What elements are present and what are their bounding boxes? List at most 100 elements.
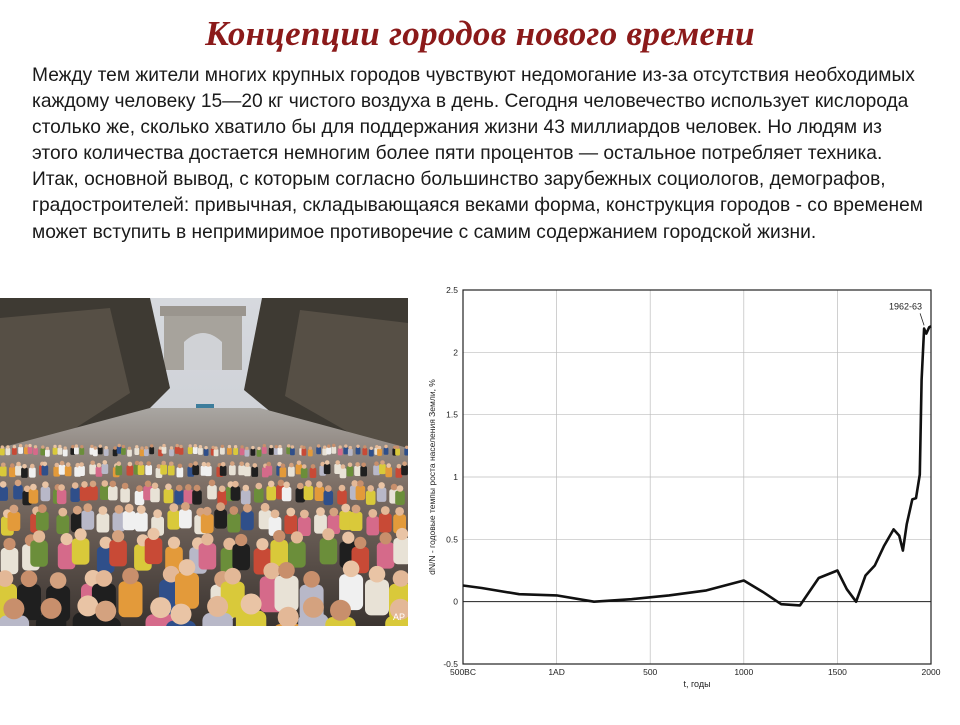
runner-head — [179, 444, 183, 449]
runner-body — [238, 465, 245, 476]
runner-head — [169, 446, 174, 450]
runner-head — [296, 460, 302, 466]
runner-head — [204, 446, 208, 450]
runner-head — [9, 504, 19, 514]
runner-head — [273, 530, 286, 543]
runner-head — [380, 506, 390, 515]
runner-body — [284, 514, 298, 534]
runner-body — [134, 512, 148, 532]
runner-body — [325, 617, 356, 626]
runner-body — [254, 488, 264, 503]
runner-head — [392, 570, 408, 587]
runner-head — [277, 606, 299, 626]
runner-head — [202, 506, 212, 516]
runner-body — [28, 489, 39, 504]
runner-head — [289, 462, 294, 468]
runner-body — [192, 446, 198, 454]
runner-body — [12, 447, 17, 455]
runner-head — [255, 482, 263, 490]
runner-body — [192, 490, 202, 505]
runner-head — [223, 537, 236, 550]
runner-head — [127, 446, 132, 450]
runner-body — [118, 581, 143, 618]
runner-head — [389, 598, 408, 620]
runner-body — [261, 446, 267, 454]
y-tick-label: 1.5 — [446, 410, 458, 420]
runner-head — [135, 445, 139, 449]
runner-body — [101, 463, 109, 474]
runner-head — [170, 603, 192, 625]
runner-body — [334, 463, 341, 474]
runner-head — [37, 504, 47, 513]
runner-head — [188, 463, 193, 468]
runner-head — [121, 444, 126, 449]
runner-head — [302, 445, 306, 450]
runner-body — [15, 465, 22, 476]
runner-head — [116, 461, 122, 466]
runner-body — [377, 448, 382, 456]
runner-head — [251, 445, 255, 450]
runner-body — [134, 490, 145, 506]
runner-head — [260, 502, 270, 512]
runner-head — [206, 462, 211, 467]
runner-body — [227, 447, 232, 455]
runner-head — [156, 464, 162, 469]
runner-head — [227, 444, 232, 449]
runner-body — [95, 466, 103, 477]
runner-body — [268, 447, 274, 455]
runner-body — [127, 449, 132, 457]
runner-body — [200, 514, 214, 534]
runner-head — [301, 464, 307, 469]
runner-body — [281, 486, 292, 502]
runner-body — [314, 486, 325, 501]
runner-head — [140, 446, 144, 450]
runner-head — [224, 567, 241, 585]
runner-head — [386, 463, 392, 468]
runner-body — [214, 509, 227, 529]
runner-head — [230, 461, 235, 466]
runner-head — [134, 460, 140, 466]
runner-body — [178, 447, 184, 455]
runner-body — [322, 448, 328, 456]
runner-head — [396, 527, 408, 541]
runner-head — [338, 445, 342, 449]
runner-head — [266, 461, 272, 467]
runner-head — [117, 443, 121, 448]
x-tick-label: 1500 — [828, 667, 847, 677]
runner-body — [81, 510, 95, 530]
runner-head — [239, 461, 244, 467]
runner-body — [35, 511, 49, 531]
runner-head — [320, 461, 326, 467]
runner-head — [193, 461, 198, 466]
runner-body — [241, 511, 254, 531]
arch-icon — [160, 306, 246, 370]
runner-head — [167, 536, 181, 549]
runner-body — [53, 466, 61, 477]
runner-head — [379, 532, 392, 545]
runner-body — [116, 446, 122, 454]
runner-head — [323, 445, 327, 449]
runner-body — [56, 514, 70, 535]
runner-head — [245, 446, 249, 451]
runner-head — [81, 481, 88, 488]
runner-head — [178, 559, 196, 576]
runner-head — [280, 463, 286, 469]
runner-body — [174, 446, 180, 454]
runner-body — [18, 446, 23, 454]
runner-head — [405, 445, 408, 449]
runner-head — [332, 443, 336, 448]
runner-body — [354, 465, 361, 476]
chart-ticks: 500BC 1AD 500 1000 1500 2000 -0.5 0 0.5 1 1.5 2 2.5 — [443, 285, 940, 677]
runner-head — [252, 463, 258, 468]
runner-body — [176, 467, 184, 478]
runner-body — [339, 468, 347, 479]
runner-body — [126, 465, 134, 476]
runner-head — [216, 502, 226, 511]
runner-body — [349, 511, 363, 531]
runner-head — [74, 528, 87, 541]
runner-head — [1, 462, 6, 468]
runner-head — [303, 571, 320, 588]
runner-head — [395, 507, 404, 516]
runner-body — [298, 516, 311, 536]
runner-head — [0, 481, 7, 488]
